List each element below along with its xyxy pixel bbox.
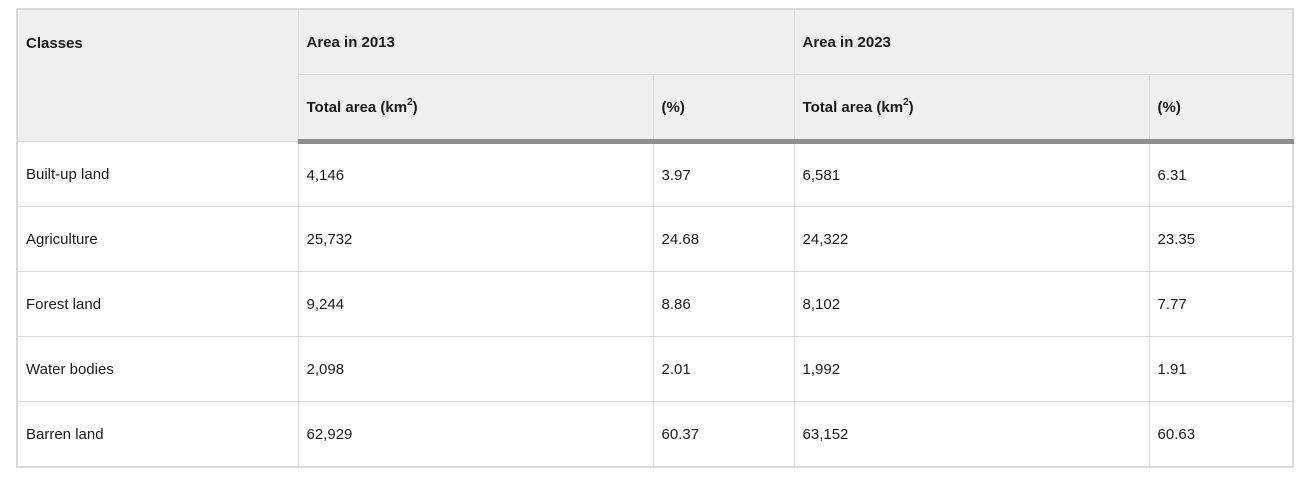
table-row: Forest land 9,244 8.86 8,102 7.77 bbox=[16, 271, 1294, 337]
cell-class: Forest land bbox=[16, 271, 299, 337]
cell-pct-2023: 23.35 bbox=[1148, 206, 1294, 272]
cell-area-2023: 63,152 bbox=[793, 401, 1150, 468]
header-row-groups: Classes Area in 2013 Area in 2023 bbox=[16, 8, 1294, 142]
header-classes: Classes bbox=[16, 8, 299, 142]
cell-area-2013: 4,146 bbox=[297, 141, 654, 207]
cell-area-2023: 8,102 bbox=[793, 271, 1150, 337]
cell-area-2023: 24,322 bbox=[793, 206, 1150, 272]
header-area-2023: Area in 2023 bbox=[793, 8, 1294, 75]
cell-pct-2023: 6.31 bbox=[1148, 141, 1294, 207]
header-percent-2023: (%) bbox=[1148, 74, 1294, 144]
cell-class: Agriculture bbox=[16, 206, 299, 272]
table-row: Agriculture 25,732 24.68 24,322 23.35 bbox=[16, 206, 1294, 272]
table-row: Built-up land 4,146 3.97 6,581 6.31 bbox=[16, 141, 1294, 207]
cell-pct-2013: 3.97 bbox=[652, 141, 795, 207]
cell-pct-2013: 8.86 bbox=[652, 271, 795, 337]
cell-area-2013: 9,244 bbox=[297, 271, 654, 337]
header-area-2013: Area in 2013 bbox=[297, 8, 795, 75]
table-row: Barren land 62,929 60.37 63,152 60.63 bbox=[16, 401, 1294, 468]
cell-pct-2013: 2.01 bbox=[652, 336, 795, 402]
cell-pct-2013: 60.37 bbox=[652, 401, 795, 468]
header-row-columns: Total area (km2) (%) Total area (km2) (%… bbox=[17, 74, 1294, 144]
land-cover-table: Classes Area in 2013 Area in 2023 Total … bbox=[16, 8, 1295, 468]
cell-pct-2013: 24.68 bbox=[652, 206, 795, 272]
table-row: Water bodies 2,098 2.01 1,992 1.91 bbox=[16, 336, 1294, 402]
cell-pct-2023: 60.63 bbox=[1148, 401, 1294, 468]
cell-class: Water bodies bbox=[16, 336, 299, 402]
header-percent-2013: (%) bbox=[652, 74, 795, 144]
cell-pct-2023: 7.77 bbox=[1148, 271, 1294, 337]
cell-area-2023: 6,581 bbox=[793, 141, 1150, 207]
cell-area-2013: 25,732 bbox=[297, 206, 654, 272]
cell-class: Barren land bbox=[16, 401, 299, 468]
cell-area-2013: 2,098 bbox=[297, 336, 654, 402]
header-total-area-2023: Total area (km2) bbox=[793, 74, 1150, 144]
cell-class: Built-up land bbox=[16, 141, 299, 207]
table-container: Classes Area in 2013 Area in 2023 Total … bbox=[16, 8, 1295, 468]
header-total-area-2013: Total area (km2) bbox=[297, 74, 654, 144]
cell-area-2013: 62,929 bbox=[297, 401, 654, 468]
cell-area-2023: 1,992 bbox=[793, 336, 1150, 402]
cell-pct-2023: 1.91 bbox=[1148, 336, 1294, 402]
